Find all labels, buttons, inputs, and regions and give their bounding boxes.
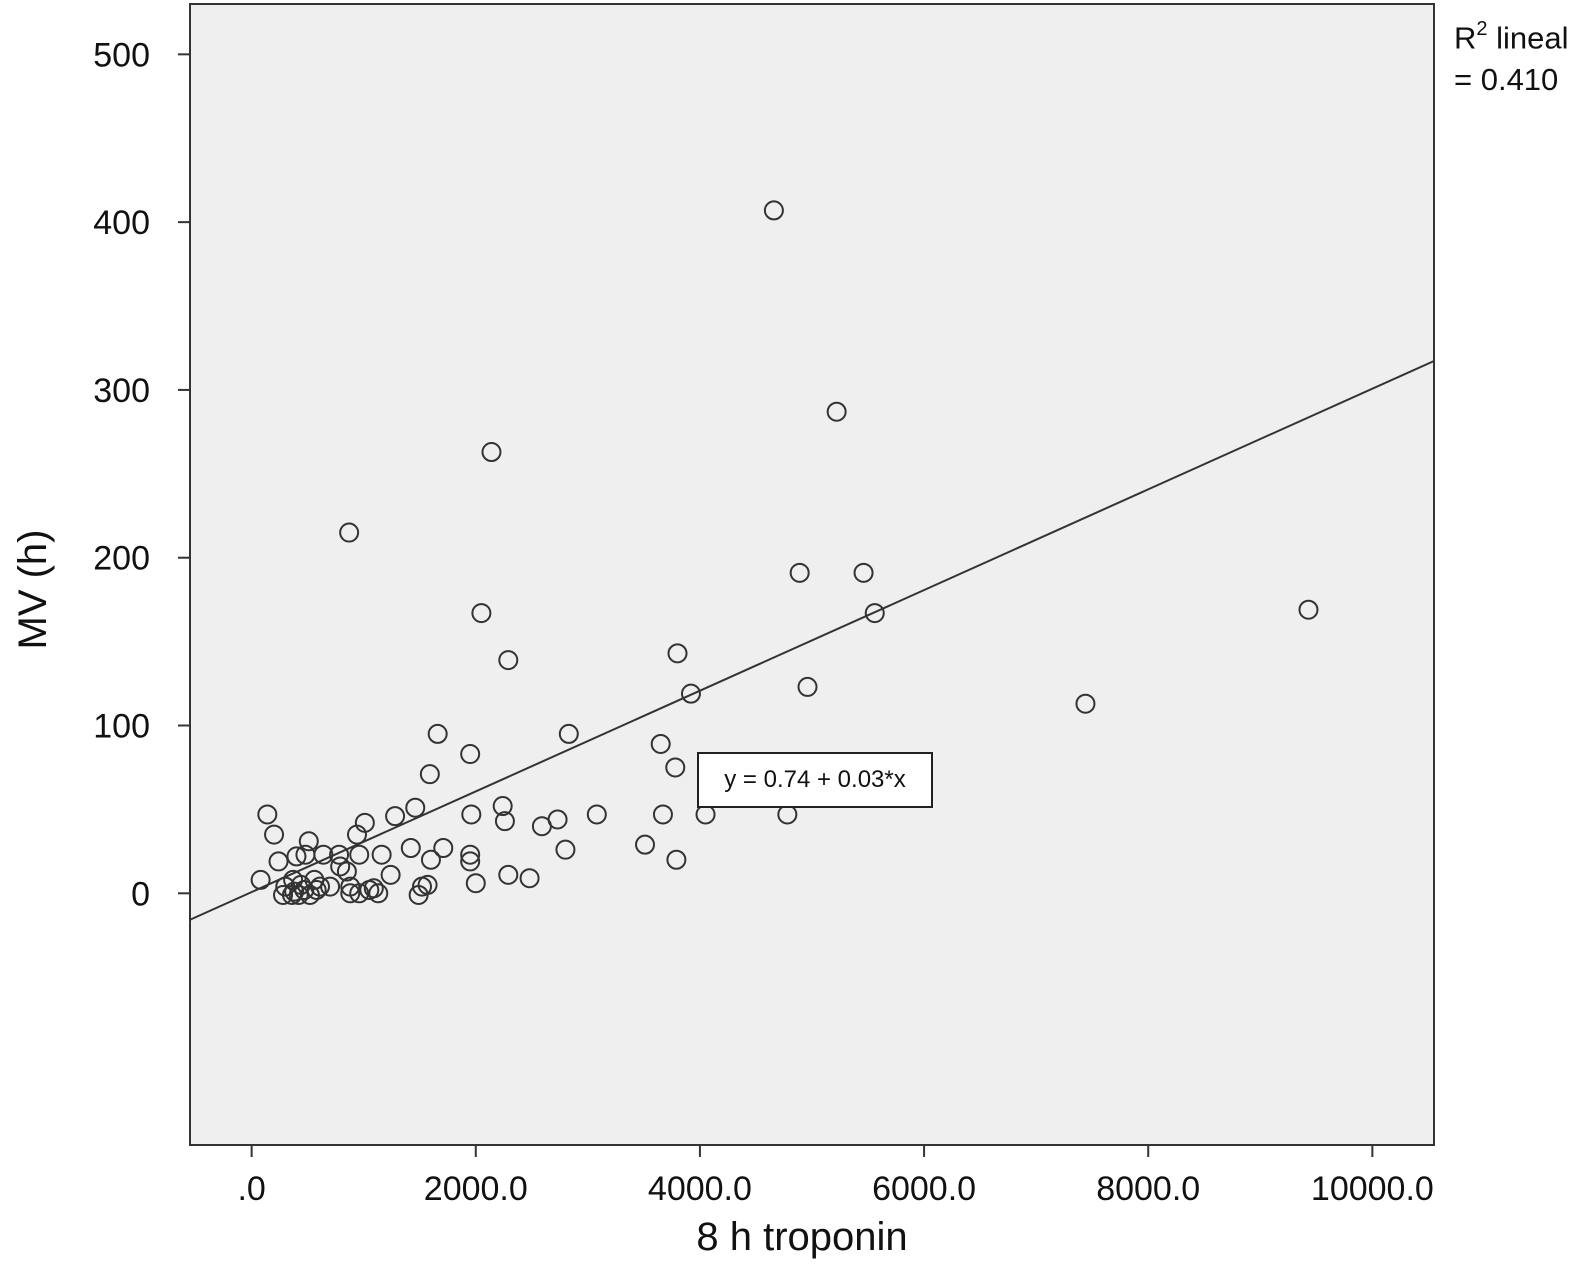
data-point (666, 849, 687, 870)
data-point (294, 879, 315, 900)
data-point (336, 861, 357, 882)
r2-label: R2 lineal = 0.410 (1454, 10, 1569, 101)
data-point (340, 883, 361, 904)
data-point (363, 878, 384, 899)
data-point (408, 884, 429, 905)
data-point (797, 676, 818, 697)
data-point (498, 864, 519, 885)
data-point (385, 806, 406, 827)
data-point (519, 868, 540, 889)
data-point (763, 200, 784, 221)
data-point (371, 844, 392, 865)
data-point (1075, 693, 1096, 714)
data-point (555, 839, 576, 860)
data-point (346, 824, 367, 845)
y-tick-label: 200 (93, 540, 150, 578)
data-point (273, 884, 294, 905)
data-point (652, 804, 673, 825)
data-point (419, 764, 440, 785)
data-point (665, 757, 686, 778)
x-axis: .0 2000.0 4000.0 6000.0 8000.0 10000.0 (237, 1145, 1434, 1208)
data-point (368, 883, 389, 904)
data-point (460, 744, 481, 765)
data-point (461, 804, 482, 825)
data-point (492, 796, 513, 817)
data-point (498, 650, 519, 671)
fit-line (189, 360, 1435, 921)
data-point (465, 873, 486, 894)
data-point (286, 846, 307, 867)
data-point (268, 851, 289, 872)
x-tick-label: 2000.0 (424, 1170, 528, 1208)
r2-word: lineal (1496, 20, 1569, 56)
data-point (298, 831, 319, 852)
data-point (264, 824, 285, 845)
data-point (339, 522, 360, 543)
x-tick-label: 4000.0 (648, 1170, 752, 1208)
data-point (1298, 599, 1319, 620)
data-point (460, 851, 481, 872)
plot-frame (189, 3, 1435, 1146)
x-tick-label: .0 (237, 1170, 265, 1208)
r2-symbol: R (1454, 20, 1477, 56)
data-point (329, 844, 350, 865)
y-tick-label: 400 (93, 204, 150, 242)
data-point (680, 683, 701, 704)
data-point (789, 562, 810, 583)
data-point (558, 723, 579, 744)
y-axis: 0 100 200 300 400 500 (93, 36, 190, 913)
r2-value: = 0.410 (1454, 62, 1559, 98)
plot-area (190, 4, 1434, 1145)
data-point (288, 884, 309, 905)
x-axis-title: 8 h troponin (696, 1215, 907, 1259)
data-point (427, 723, 448, 744)
data-point (420, 849, 441, 870)
data-point (864, 603, 885, 624)
data-point (586, 804, 607, 825)
y-axis-title: MV (h) (11, 530, 55, 650)
data-point (635, 834, 656, 855)
data-point (531, 816, 552, 837)
data-point (380, 864, 401, 885)
data-point (667, 643, 688, 664)
data-point (650, 733, 671, 754)
y-tick-label: 0 (131, 875, 150, 913)
data-point (433, 838, 454, 859)
data-point (400, 838, 421, 859)
regression-equation-box: y = 0.74 + 0.03*x (697, 752, 933, 808)
data-point (320, 876, 341, 897)
data-point (349, 844, 370, 865)
data-point (405, 797, 426, 818)
data-point (349, 883, 370, 904)
data-point (306, 879, 327, 900)
x-tick-label: 6000.0 (872, 1170, 976, 1208)
data-point (826, 401, 847, 422)
r2-superscript: 2 (1476, 18, 1488, 40)
x-tick-label: 10000.0 (1311, 1170, 1434, 1208)
y-tick-label: 100 (93, 708, 150, 746)
data-point (257, 804, 278, 825)
data-point (299, 884, 320, 905)
data-point (853, 562, 874, 583)
data-point (460, 844, 481, 865)
data-point (284, 881, 305, 902)
data-point (330, 856, 351, 877)
x-tick-label: 8000.0 (1096, 1170, 1200, 1208)
regression-equation: y = 0.74 + 0.03*x (724, 766, 906, 793)
data-point (481, 442, 502, 463)
data-point (471, 603, 492, 624)
data-point (494, 811, 515, 832)
y-tick-label: 500 (93, 36, 150, 74)
y-tick-label: 300 (93, 372, 150, 410)
points-layer (250, 200, 1319, 905)
